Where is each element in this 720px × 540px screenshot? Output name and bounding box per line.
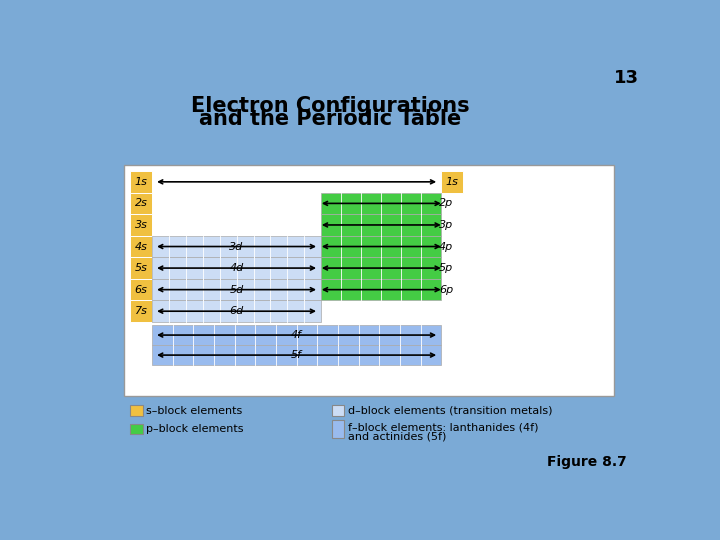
Text: 1s: 1s [135, 177, 148, 187]
Text: 4d: 4d [230, 263, 243, 273]
Text: 6p: 6p [439, 285, 453, 295]
Bar [321, 257, 441, 279]
Bar [441, 171, 463, 193]
Text: p–block elements: p–block elements [146, 424, 244, 434]
Text: 7s: 7s [135, 306, 148, 316]
Bar [130, 279, 152, 300]
Bar [332, 420, 344, 438]
Bar [152, 345, 441, 365]
Bar [321, 236, 441, 257]
Bar [152, 279, 321, 300]
Bar [130, 423, 143, 434]
Bar [130, 193, 152, 214]
Text: 4p: 4p [439, 241, 453, 252]
Bar [130, 236, 152, 257]
Text: s–block elements: s–block elements [146, 406, 243, 416]
Text: 5s: 5s [135, 263, 148, 273]
Bar [130, 257, 152, 279]
Bar [124, 165, 614, 396]
Bar [130, 214, 152, 236]
Bar [130, 405, 143, 416]
Bar [332, 405, 344, 416]
Text: 3s: 3s [135, 220, 148, 230]
Text: 4f: 4f [291, 330, 302, 340]
Text: 2p: 2p [439, 198, 453, 208]
Bar [130, 300, 152, 322]
Bar [321, 279, 441, 300]
Text: Electron Configurations: Electron Configurations [192, 96, 470, 116]
Text: and the Periodic Table: and the Periodic Table [199, 110, 462, 130]
Text: 6d: 6d [230, 306, 243, 316]
Text: 2s: 2s [135, 198, 148, 208]
Bar [321, 193, 441, 214]
Text: 13: 13 [613, 69, 639, 86]
Text: 5p: 5p [439, 263, 453, 273]
Bar [152, 257, 321, 279]
Text: 3d: 3d [230, 241, 243, 252]
Text: 5f: 5f [291, 350, 302, 360]
Text: 3p: 3p [439, 220, 453, 230]
Text: 5d: 5d [230, 285, 243, 295]
Text: f–block elements: lanthanides (4f): f–block elements: lanthanides (4f) [348, 422, 539, 433]
Text: 1s: 1s [446, 177, 459, 187]
Bar [152, 236, 321, 257]
Text: 6s: 6s [135, 285, 148, 295]
Bar [130, 171, 152, 193]
Text: d–block elements (transition metals): d–block elements (transition metals) [348, 406, 553, 416]
Text: Figure 8.7: Figure 8.7 [547, 455, 627, 469]
Bar [152, 300, 321, 322]
Text: 4s: 4s [135, 241, 148, 252]
Bar [321, 214, 441, 236]
Bar [152, 325, 441, 345]
Text: and actinides (5f): and actinides (5f) [348, 431, 446, 442]
